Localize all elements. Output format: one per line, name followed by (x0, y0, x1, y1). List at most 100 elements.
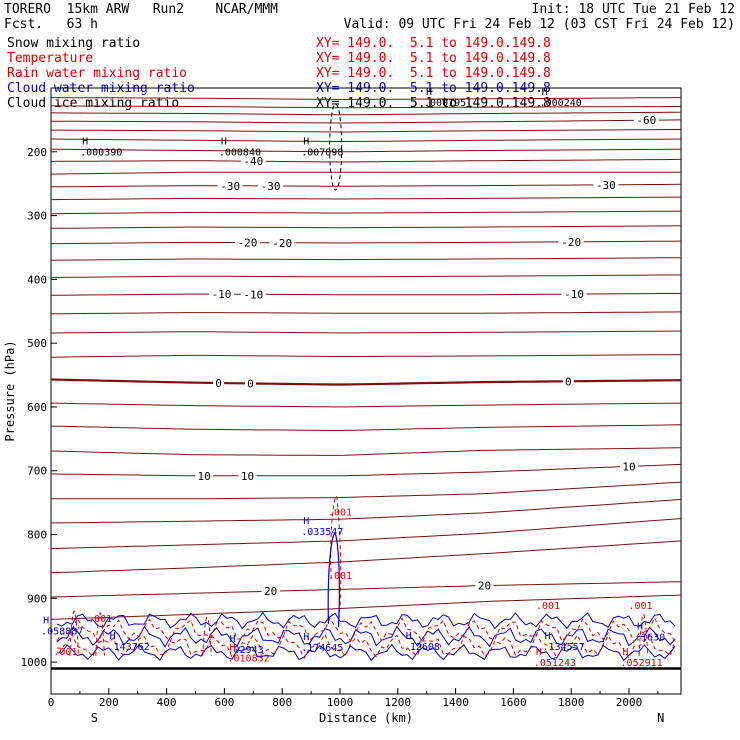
x-tick-label: 200 (99, 696, 119, 709)
legend-name: Snow mixing ratio (7, 36, 141, 51)
cloud-ice-contour (329, 103, 343, 191)
contour-label-bg (633, 114, 659, 126)
rain-water-contour (56, 616, 676, 644)
temperature-contour (51, 129, 681, 133)
legend-name: Rain water mixing ratio (7, 66, 188, 81)
y-tick-label: 200 (27, 146, 47, 159)
temperature-contour (50, 463, 682, 477)
rain-contour-label: .001 (628, 601, 652, 612)
rain-contour-label: .001 (53, 647, 77, 658)
rain-contour-label: .001 (88, 614, 112, 625)
high-value-label: .058887 (41, 627, 83, 638)
init-time: Init: 18 UTC Tue 21 Feb 12 (531, 2, 736, 17)
y-tick-label: 400 (27, 273, 47, 286)
contour-label-bg (258, 179, 284, 191)
temperature-contour (50, 330, 682, 334)
x-tick-label: 1200 (385, 696, 412, 709)
high-value-label: .000240 (540, 98, 582, 109)
forecast-hour: Fcst. 63 h (4, 17, 98, 32)
cloud-water-contour (56, 611, 676, 630)
high-marker: H (545, 631, 551, 642)
rain-contour-label: .001 (536, 601, 560, 612)
temperature-label: -30 (261, 180, 281, 193)
contour-label-bg (619, 460, 638, 472)
temperature-label: 10 (241, 470, 254, 483)
rain-contour-label: .001 (328, 571, 352, 582)
high-marker: H (426, 87, 432, 98)
high-marker: H (230, 634, 236, 645)
temperature-label: -30 (220, 180, 240, 193)
rain-water-contour (638, 614, 649, 656)
temperature-contour (51, 240, 682, 245)
high-value-label: .000390 (80, 148, 122, 159)
temperature-label: -10 (243, 288, 263, 301)
high-value-label: .000840 (219, 148, 261, 159)
high-value-label: .052911 (621, 658, 663, 669)
x-tick-label: 1000 (327, 696, 354, 709)
contour-label-bg (235, 236, 261, 248)
y-tick-label: 700 (27, 465, 47, 478)
y-tick-label: 300 (27, 210, 47, 223)
temperature-contour (50, 498, 682, 524)
temperature-contour (50, 225, 682, 229)
contour-label-bg (238, 469, 257, 481)
high-marker: H (637, 621, 643, 632)
high-marker: H (230, 642, 236, 653)
temperature-contour (50, 354, 682, 358)
contour-label-bg (240, 155, 266, 167)
valid-time: Valid: 09 UTC Fri 24 Feb 12 (03 CST Fri … (343, 17, 735, 32)
temperature-label: -40 (243, 155, 263, 168)
y-axis-title: Pressure (hPa) (3, 340, 17, 441)
high-value-label: .143762 (108, 642, 150, 653)
temperature-contour (50, 540, 682, 574)
temperature-label: -20 (561, 236, 581, 249)
rain-water-contour (202, 617, 212, 656)
legend-xy: XY= 149.0. 5.1 to 149.0.149.8 (316, 66, 551, 81)
temperature-contour (51, 481, 682, 500)
rain-water-contour (330, 495, 342, 624)
temperature-label: 0 (565, 375, 572, 388)
rain-water-contour (56, 633, 676, 660)
contour-label-bg (561, 288, 587, 300)
x-tick-label: 800 (272, 696, 292, 709)
temperature-label: -30 (596, 179, 616, 192)
temperature-contour (50, 447, 682, 456)
cloud-water-contour (327, 533, 341, 628)
temperature-contour (50, 138, 682, 142)
x-tick-label: 1800 (558, 696, 585, 709)
high-marker: H (110, 631, 116, 642)
high-value-label: .1630 (635, 632, 665, 643)
temperature-contour (50, 378, 682, 386)
temperature-label: -20 (238, 237, 258, 250)
temperature-contour (50, 148, 682, 153)
y-tick-label: 800 (27, 529, 47, 542)
high-value-label: .174645 (301, 643, 343, 654)
temperature-contour (51, 119, 682, 124)
temperature-contour (51, 111, 682, 116)
temperature-contour (50, 518, 682, 550)
temperature-label: -60 (636, 114, 656, 127)
temperature-label: 10 (622, 460, 635, 473)
temperature-contour (50, 402, 682, 408)
temperature-label: -10 (564, 288, 584, 301)
high-marker: H (82, 137, 88, 148)
temperature-contour (50, 171, 681, 175)
temperature-contour (50, 210, 682, 215)
north-label: N (657, 711, 664, 725)
south-label: S (91, 711, 98, 725)
high-value-label: .134557 (543, 642, 585, 653)
y-tick-label: 1000 (21, 656, 48, 669)
high-marker: H (303, 516, 309, 527)
high-marker: H (43, 616, 49, 627)
temperature-label: -20 (272, 237, 292, 250)
x-tick-label: 1600 (500, 696, 527, 709)
high-marker: H (303, 137, 309, 148)
contour-label-bg (562, 375, 574, 387)
temperature-contour (50, 158, 682, 163)
x-tick-label: 1400 (442, 696, 469, 709)
model-title: TORERO 15km ARW Run2 NCAR/MMM (4, 2, 278, 17)
y-tick-label: 500 (27, 337, 47, 350)
contour-label-bg (558, 235, 584, 247)
